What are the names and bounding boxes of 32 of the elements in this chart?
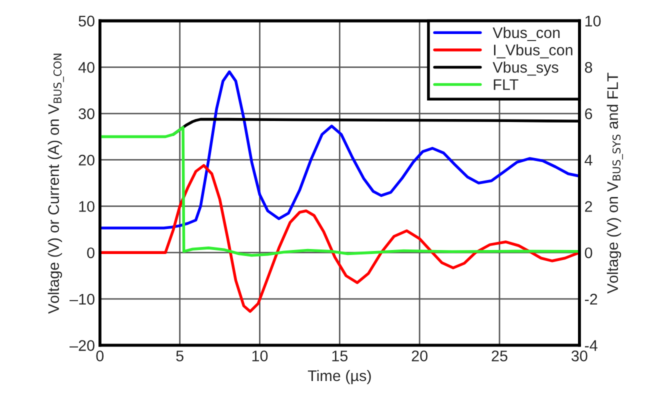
y2-tick-label: 10 — [585, 16, 601, 26]
y2-tick-label: 0 — [584, 247, 592, 258]
x-tick-label: 25 — [492, 350, 508, 362]
legend-label: I_Vbus_con — [494, 44, 572, 58]
x-tick-label: 20 — [412, 350, 428, 362]
x-tick-label: 5 — [176, 350, 184, 362]
y2-axis-title: Voltage (V) on V$_{BUS_SYS}$ and FLT — [606, 72, 623, 294]
x-tick-label: 30 — [572, 350, 588, 362]
y2-tick-label: -4 — [584, 340, 598, 351]
y-tick-label: 40 — [78, 62, 94, 73]
legend-label: FLT — [494, 79, 518, 90]
y-tick-label: –20 — [70, 340, 94, 351]
legend-label: Vbus_con — [492, 26, 560, 42]
y2-tick-label: 6 — [585, 108, 592, 120]
y2-tick-label: 2 — [585, 201, 592, 212]
line-series — [100, 126, 580, 257]
y2-tick-label: 4 — [584, 154, 592, 166]
x-tick-label: 0 — [96, 350, 104, 362]
y-tick-label: 20 — [78, 154, 94, 166]
y2-tick-label: 8 — [584, 62, 592, 73]
y-tick-label: –10 — [70, 294, 94, 305]
line-series — [100, 164, 580, 313]
y-tick-label: 10 — [79, 201, 94, 212]
y-tick-label: 50 — [78, 16, 94, 26]
x-tick-label: 10 — [252, 350, 268, 362]
y2-tick-label: -2 — [584, 294, 598, 304]
y-axis-title: Voltage (V) or Current (A) on V$_{BUS_CON}$ — [48, 54, 64, 314]
x-tick-label: 15 — [332, 350, 348, 362]
legend-label: Vbus_sys — [492, 62, 558, 76]
y-tick-label: 30 — [78, 108, 94, 120]
x-axis-title: Time (µs) — [308, 370, 371, 384]
y-tick-label: 0 — [87, 247, 94, 258]
